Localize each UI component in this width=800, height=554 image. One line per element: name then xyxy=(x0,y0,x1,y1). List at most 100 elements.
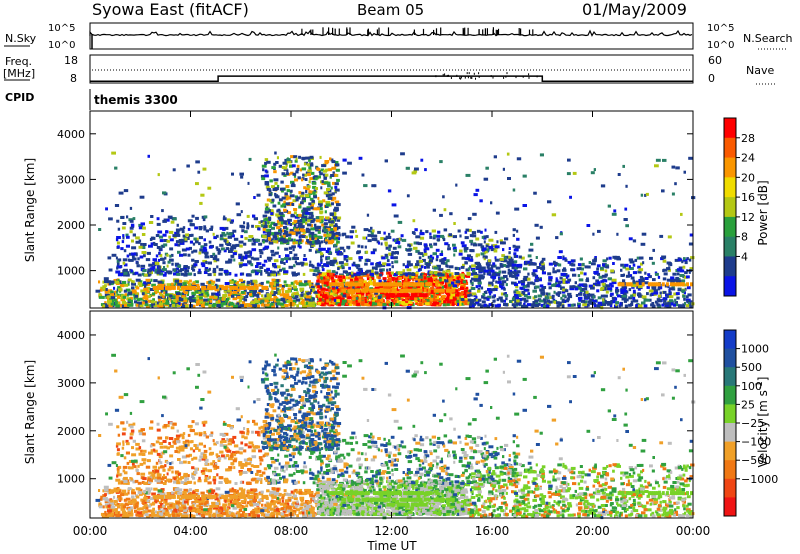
power-cell xyxy=(602,259,607,263)
power-cell xyxy=(335,271,339,275)
power-cell xyxy=(283,272,288,275)
nave-dot xyxy=(459,77,461,80)
power-cell xyxy=(168,235,171,239)
power-cell xyxy=(412,219,416,223)
power-cell xyxy=(299,194,305,198)
power-cell xyxy=(382,303,387,307)
power-cell xyxy=(611,278,617,282)
power-cell xyxy=(208,280,212,284)
power-cell xyxy=(281,189,284,193)
power-cell xyxy=(317,293,320,297)
power-cell xyxy=(107,301,112,305)
power-cell xyxy=(493,249,498,253)
power-cell xyxy=(339,246,345,250)
power-cell xyxy=(133,296,136,300)
power-cell xyxy=(130,299,133,303)
power-cell xyxy=(266,237,269,241)
power-cell xyxy=(247,254,251,258)
power-cell xyxy=(319,172,323,176)
power-cell xyxy=(120,296,124,300)
power-cell xyxy=(433,242,438,246)
power-cell xyxy=(200,193,205,197)
power-cell xyxy=(212,252,216,256)
power-cell xyxy=(683,291,686,295)
power-cell xyxy=(295,293,299,296)
power-cell xyxy=(341,266,345,270)
power-cell xyxy=(130,223,135,227)
power-cell xyxy=(393,256,398,260)
power-cell xyxy=(273,284,278,288)
power-cell xyxy=(492,262,496,266)
power-cell xyxy=(320,255,323,259)
nsearch-label: N.Search xyxy=(743,32,793,45)
power-cell xyxy=(394,239,397,243)
power-cell xyxy=(365,300,370,304)
power-cell xyxy=(640,278,645,282)
power-cell xyxy=(642,277,645,281)
power-cell xyxy=(429,270,433,274)
power-cell xyxy=(259,255,262,258)
power-cell xyxy=(326,188,330,191)
power-cell xyxy=(458,273,461,277)
power-cell xyxy=(244,254,248,258)
power-cell xyxy=(283,200,286,204)
power-cell xyxy=(169,294,173,298)
power-cell xyxy=(288,301,292,305)
power-cell xyxy=(667,301,672,305)
power-cell xyxy=(390,277,395,280)
power-cell xyxy=(274,299,278,303)
power-cell xyxy=(514,271,519,275)
power-cell xyxy=(270,285,273,289)
power-cell xyxy=(282,237,285,241)
power-cell xyxy=(334,286,338,290)
power-cell xyxy=(312,176,315,180)
power-cell xyxy=(150,242,154,246)
power-cell xyxy=(430,298,435,302)
power-cell xyxy=(233,258,236,262)
power-cell xyxy=(397,220,403,224)
power-cell xyxy=(555,277,558,281)
power-cell xyxy=(116,266,119,270)
power-cell xyxy=(513,304,516,308)
power-cell xyxy=(324,279,330,283)
power-cell xyxy=(187,253,191,257)
power-cell xyxy=(157,258,160,262)
power-cell xyxy=(507,268,511,272)
power-cell xyxy=(384,243,388,247)
power-cell xyxy=(432,283,437,286)
power-cell xyxy=(261,224,265,227)
power-cell xyxy=(366,277,370,281)
power-cell xyxy=(284,234,288,237)
power-cell xyxy=(460,295,464,299)
power-cell xyxy=(485,166,489,170)
power-cell xyxy=(485,235,489,239)
power-cell xyxy=(218,272,223,276)
power-cell xyxy=(624,304,628,308)
power-cell xyxy=(631,284,637,288)
power-cell xyxy=(208,267,211,271)
power-cell xyxy=(637,287,641,291)
power-cell xyxy=(643,281,649,285)
power-cell xyxy=(503,303,506,306)
power-cell xyxy=(264,299,269,303)
power-cell xyxy=(313,234,318,238)
power-cell xyxy=(321,164,327,168)
power-cell xyxy=(117,227,121,231)
power-cell xyxy=(327,168,332,172)
power-cell xyxy=(132,233,136,237)
power-cell xyxy=(460,241,465,245)
power-cell xyxy=(395,298,399,302)
power-cell xyxy=(285,239,289,243)
power-cell xyxy=(325,200,331,204)
power-cell xyxy=(473,278,479,282)
power-cell xyxy=(143,281,147,285)
power-cell xyxy=(317,262,320,266)
power-cell xyxy=(291,164,296,168)
power-cell xyxy=(231,172,234,176)
power-cell xyxy=(205,229,209,233)
power-cell xyxy=(267,221,270,225)
power-cell xyxy=(326,284,329,288)
power-cell xyxy=(263,259,268,263)
power-cell xyxy=(299,234,303,238)
power-cell xyxy=(283,280,287,284)
